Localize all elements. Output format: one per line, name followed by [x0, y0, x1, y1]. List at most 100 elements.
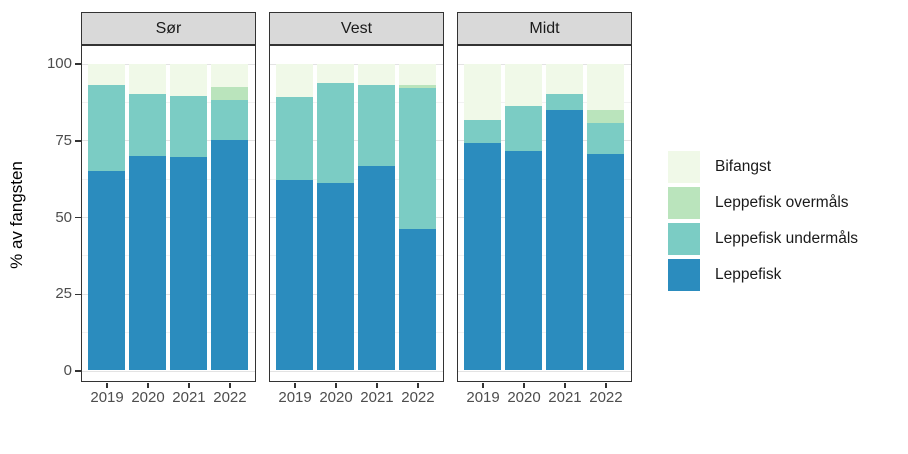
x-tick-mark — [482, 383, 484, 388]
y-tick-mark-50 — [75, 216, 81, 219]
x-tick-mark — [376, 383, 378, 388]
x-tick-label-2021: 2021 — [360, 389, 394, 406]
segment-leppefisk-undermåls — [129, 94, 166, 156]
bar-midt-2019 — [464, 63, 501, 371]
minor-gridline — [458, 178, 631, 180]
segment-leppefisk — [587, 154, 624, 371]
segment-bifangst — [546, 63, 583, 95]
segment-leppefisk-undermåls — [276, 97, 313, 181]
y-tick-mark-100 — [75, 63, 81, 65]
segment-leppefisk-undermåls — [399, 88, 436, 230]
facet-strip-midt: Midt — [457, 12, 632, 45]
major-gridline — [458, 293, 631, 295]
legend-label: Bifangst — [715, 158, 772, 175]
major-gridline — [458, 370, 631, 372]
panel-midt — [457, 45, 632, 382]
x-tick-label-2022: 2022 — [213, 389, 247, 406]
minor-gridline — [270, 101, 443, 103]
x-tick-mark — [229, 383, 231, 388]
minor-gridline — [82, 255, 255, 257]
major-gridline — [270, 370, 443, 372]
minor-gridline — [270, 332, 443, 334]
x-tick-label-2021: 2021 — [548, 389, 582, 406]
x-tick-mark — [106, 383, 108, 388]
major-gridline — [270, 293, 443, 295]
legend-label: Leppefisk undermåls — [715, 230, 859, 247]
minor-gridline — [82, 101, 255, 103]
bar-midt-2020 — [505, 63, 542, 371]
bar-sør-2021 — [170, 63, 207, 371]
segment-bifangst — [505, 63, 542, 107]
segment-bifangst — [129, 63, 166, 95]
segment-bifangst — [88, 63, 125, 85]
major-gridline — [82, 217, 255, 218]
major-gridline — [82, 293, 255, 295]
minor-gridline — [458, 332, 631, 334]
legend-item-leppefisk: Leppefisk — [668, 259, 858, 291]
bar-vest-2022 — [399, 63, 436, 371]
major-gridline — [82, 370, 255, 372]
segment-bifangst — [211, 63, 248, 87]
major-gridline — [458, 63, 631, 65]
segment-bifangst — [464, 63, 501, 121]
y-tick-label-100: 100 — [46, 55, 72, 72]
facet-strip-vest: Vest — [269, 12, 444, 45]
x-tick-label-2019: 2019 — [90, 389, 124, 406]
segment-bifangst — [399, 63, 436, 85]
segment-leppefisk-overmåls — [587, 109, 624, 124]
minor-gridline — [270, 255, 443, 257]
legend-item-bifangst: Bifangst — [668, 151, 858, 183]
segment-bifangst — [170, 63, 207, 96]
minor-gridline — [270, 178, 443, 180]
x-tick-mark — [523, 383, 525, 388]
major-gridline — [458, 217, 631, 218]
minor-gridline — [82, 178, 255, 180]
facet-strip-label: Midt — [529, 19, 560, 37]
legend: Bifangst Leppefisk overmåls Leppefisk unde… — [668, 151, 858, 295]
bar-midt-2021 — [546, 63, 583, 371]
segment-leppefisk — [170, 157, 207, 371]
legend-item-leppefisk-overmåls: Leppefisk overmåls — [668, 187, 858, 219]
segment-leppefisk-overmåls — [399, 84, 436, 89]
facet-strip-label: Vest — [340, 19, 373, 37]
bar-midt-2022 — [587, 63, 624, 371]
bar-sør-2020 — [129, 63, 166, 371]
legend-swatch — [668, 151, 700, 183]
segment-bifangst — [276, 63, 313, 98]
x-tick-label-2020: 2020 — [131, 389, 165, 406]
bar-vest-2021 — [358, 63, 395, 371]
x-tick-label-2022: 2022 — [401, 389, 435, 406]
segment-leppefisk-undermåls — [358, 84, 395, 167]
major-gridline — [82, 63, 255, 65]
legend-swatch — [668, 223, 700, 255]
y-tick-label-0: 0 — [63, 362, 72, 379]
major-gridline — [270, 140, 443, 142]
x-tick-mark — [188, 383, 190, 388]
segment-bifangst — [587, 63, 624, 110]
minor-gridline — [458, 255, 631, 257]
segment-leppefisk — [129, 155, 166, 371]
segment-leppefisk — [358, 166, 395, 371]
bar-vest-2019 — [276, 63, 313, 371]
y-tick-mark-0 — [75, 370, 81, 372]
segment-leppefisk — [211, 140, 248, 371]
bar-vest-2020 — [317, 63, 354, 371]
segment-leppefisk — [546, 109, 583, 371]
y-tick-mark-25 — [75, 293, 81, 295]
x-tick-label-2020: 2020 — [507, 389, 541, 406]
x-tick-label-2022: 2022 — [589, 389, 623, 406]
legend-label: Leppefisk overmåls — [715, 194, 849, 211]
segment-bifangst — [358, 63, 395, 85]
major-gridline — [270, 217, 443, 218]
y-tick-mark-75 — [75, 140, 81, 142]
x-tick-mark — [605, 383, 607, 388]
segment-leppefisk-overmåls — [211, 86, 248, 101]
facet-strip-label: Sør — [155, 19, 182, 37]
segment-leppefisk-undermåls — [546, 94, 583, 110]
bar-sør-2022 — [211, 63, 248, 371]
major-gridline — [458, 140, 631, 142]
segment-leppefisk — [399, 229, 436, 371]
minor-gridline — [82, 332, 255, 334]
major-gridline — [82, 140, 255, 142]
